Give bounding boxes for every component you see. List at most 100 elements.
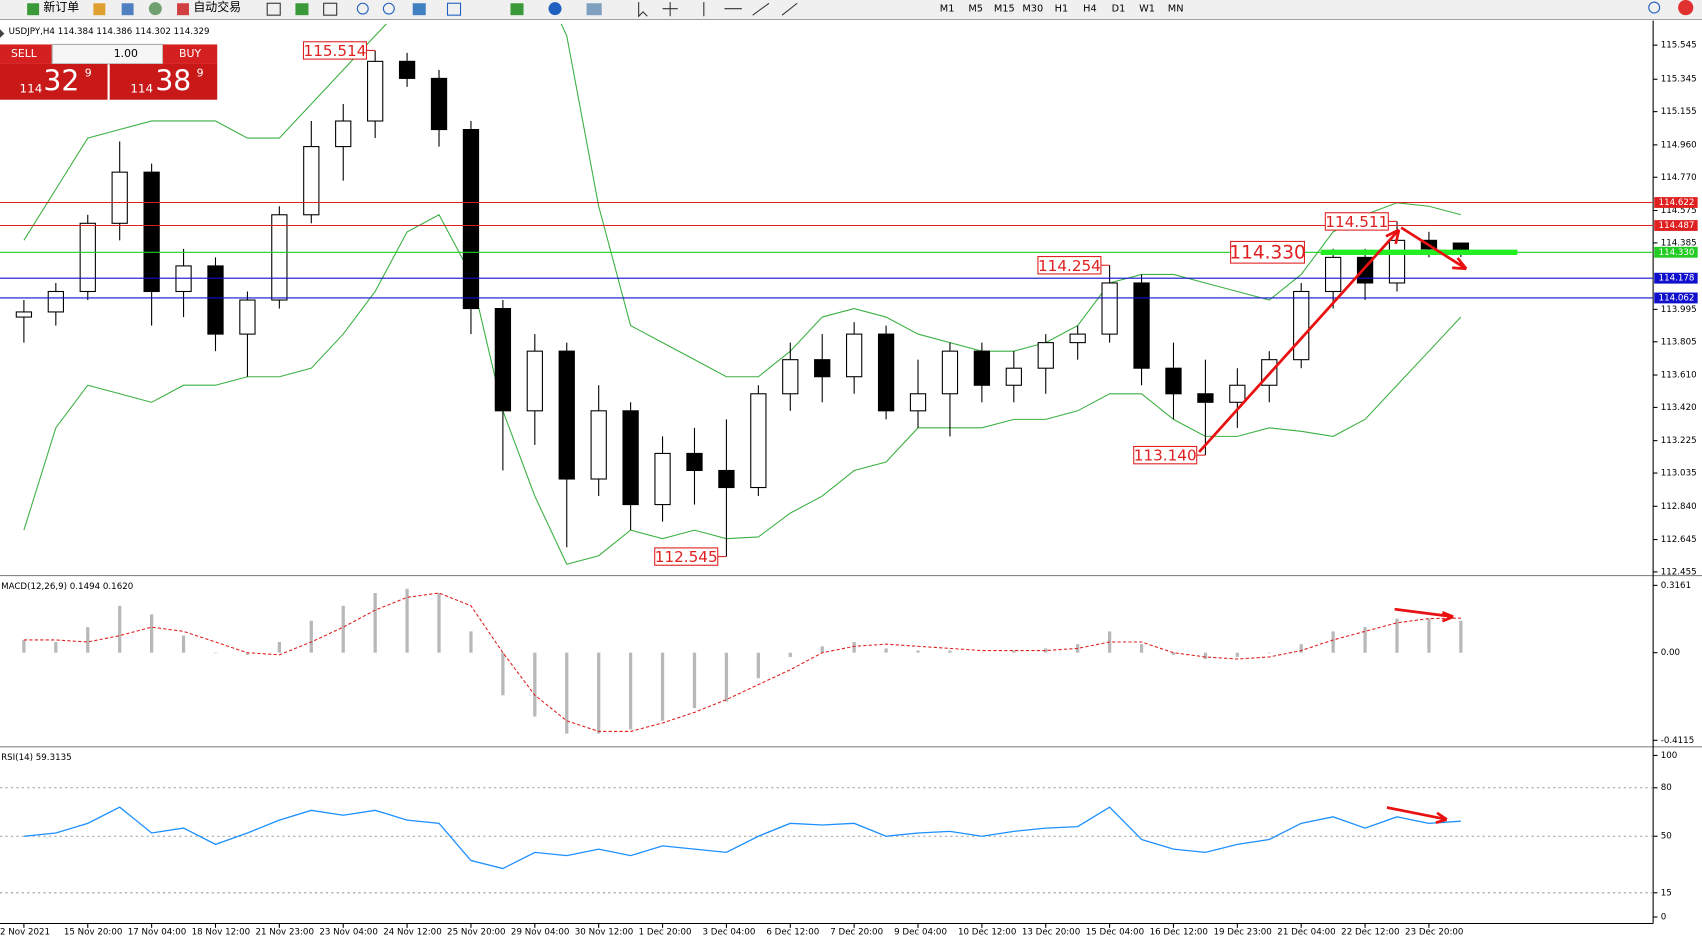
level-axis-label: 114.062 [1659, 293, 1695, 303]
macd-bar [213, 652, 218, 654]
macd-bar [341, 605, 345, 653]
macd-bar [469, 631, 473, 653]
notification-icon[interactable] [1678, 0, 1694, 16]
period-button[interactable]: H4 [1083, 4, 1097, 15]
ask-small: 9 [197, 67, 204, 80]
ask-big: 114 [130, 81, 153, 95]
x-tick-label: 25 Nov 20:00 [447, 928, 506, 938]
macd-bar [1235, 652, 1239, 657]
macd-bar [533, 652, 537, 717]
macd-bar [86, 627, 90, 653]
icon[interactable] [27, 3, 40, 16]
icon[interactable] [638, 2, 648, 18]
y-tick-label: 115.545 [1661, 41, 1697, 51]
ask-box[interactable] [109, 63, 218, 100]
x-tick-label: 17 Nov 04:00 [128, 928, 187, 938]
x-tick-label: 22 Dec 12:00 [1341, 928, 1399, 938]
candle-body [654, 452, 671, 506]
icon[interactable] [586, 3, 602, 16]
arrows [1198, 226, 1468, 824]
icon[interactable] [356, 2, 369, 15]
candle-body [1165, 367, 1182, 395]
icon[interactable] [703, 2, 798, 17]
period-button[interactable]: M30 [1022, 4, 1043, 15]
price-annotation: 114.330 [1229, 242, 1305, 263]
bollinger-band [23, 23, 1462, 378]
icon[interactable] [382, 2, 395, 15]
sell-button[interactable] [0, 44, 53, 64]
buy-button[interactable] [162, 44, 218, 64]
y-tick-label: 114.770 [1661, 173, 1697, 183]
icon[interactable] [177, 3, 189, 16]
level-axis-label: 114.330 [1659, 248, 1695, 258]
candle-body [1229, 384, 1246, 403]
candle-body [79, 222, 96, 293]
icon[interactable] [93, 3, 106, 16]
sell-label: SELL [11, 47, 37, 60]
x-tick-label: 30 Nov 12:00 [575, 928, 634, 938]
period-button[interactable]: M15 [994, 4, 1015, 15]
y-tick-label: 80 [1661, 783, 1672, 793]
toolbar-button[interactable]: 自动交易 [193, 0, 241, 14]
icon[interactable] [266, 2, 281, 16]
y-tick-label: 112.840 [1661, 502, 1697, 512]
x-tick-label: 23 Nov 04:00 [319, 928, 378, 938]
macd-bar [54, 642, 58, 653]
macd-bar [916, 650, 920, 653]
icon[interactable] [148, 2, 162, 16]
bid-box[interactable] [0, 63, 108, 100]
level-axis-box [1654, 292, 1698, 304]
level-axis-label: 114.622 [1659, 198, 1695, 208]
x-tick-label: 3 Dec 04:00 [703, 928, 756, 938]
macd-bar [373, 593, 377, 653]
candle-body [367, 60, 384, 122]
icon[interactable] [446, 2, 462, 16]
y-tick-label: 0.3161 [1661, 581, 1691, 591]
macd-bar [1331, 631, 1335, 653]
macd-bar [724, 652, 729, 702]
price-annotation: 113.140 [1134, 447, 1197, 465]
period-button[interactable]: D1 [1112, 4, 1126, 15]
y-tick-label: 113.805 [1661, 337, 1697, 347]
icon[interactable] [510, 3, 524, 16]
search-icon[interactable] [1648, 1, 1661, 14]
candle-body [622, 410, 639, 506]
bid-small: 9 [85, 67, 92, 80]
period-button[interactable]: M5 [968, 4, 983, 15]
period-button[interactable]: H1 [1055, 4, 1069, 15]
icon[interactable] [121, 3, 134, 16]
period-button[interactable]: MN [1168, 4, 1184, 15]
y-tick-label: 50 [1661, 832, 1672, 842]
y-tick-label: 15 [1661, 888, 1672, 898]
candle-body [973, 350, 991, 386]
rsi-line [23, 806, 1461, 870]
macd-bar [788, 652, 792, 657]
macd-bar [245, 652, 250, 655]
y-tick-label: 113.995 [1661, 305, 1697, 315]
x-tick-label: 7 Dec 20:00 [830, 928, 883, 938]
macd-bar [309, 620, 313, 653]
macd-bar [628, 652, 633, 730]
icon[interactable] [662, 2, 678, 17]
icon[interactable] [412, 3, 426, 16]
x-tick-label: 1 Dec 20:00 [639, 928, 692, 938]
lot-input[interactable] [51, 43, 164, 65]
toolbar-button[interactable]: 新订单 [43, 0, 79, 14]
x-tick-label: 21 Nov 23:00 [255, 928, 314, 938]
icon[interactable] [323, 2, 338, 16]
icon[interactable] [295, 3, 309, 16]
arrow-head [1385, 228, 1401, 245]
candle-body [718, 469, 735, 489]
period-button[interactable]: M1 [940, 4, 955, 15]
x-tick-label: 15 Nov 20:00 [64, 928, 123, 938]
lot-value: 1.00 [114, 47, 138, 60]
collapse-icon[interactable] [0, 29, 5, 38]
x-tick-label: 23 Dec 20:00 [1405, 928, 1463, 938]
period-button[interactable]: W1 [1139, 4, 1155, 15]
x-tick-label: 21 Dec 04:00 [1277, 928, 1335, 938]
icon[interactable] [548, 2, 562, 16]
macd-bar [405, 588, 409, 653]
candle-body [590, 410, 607, 480]
x-tick-label: 29 Nov 04:00 [511, 928, 570, 938]
